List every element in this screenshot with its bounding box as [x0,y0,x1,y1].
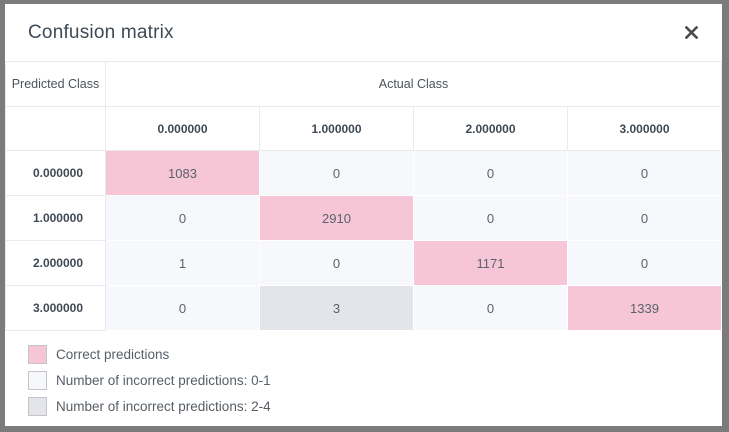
axis-header-row: Predicted Class Actual Class [5,61,722,107]
predicted-class-label: Predicted Class [5,61,106,107]
matrix-cell: 3 [259,285,414,331]
matrix-cell: 0 [259,240,414,286]
matrix-cell: 0 [259,150,414,196]
table-row: 2.000000 1 0 1171 0 [5,240,722,286]
dialog-title: Confusion matrix [28,21,174,43]
matrix-cell: 0 [413,150,568,196]
matrix-cell: 0 [105,285,260,331]
matrix-cell: 0 [567,150,722,196]
close-button[interactable] [682,24,700,42]
row-header-1: 1.000000 [5,195,106,241]
legend-label: Number of incorrect predictions: 2-4 [56,398,271,414]
row-header-2: 2.000000 [5,240,106,286]
confusion-matrix-table: Predicted Class Actual Class 0.000000 1.… [5,61,722,331]
incorrect-mid-swatch-icon [28,396,47,416]
dialog-header: Confusion matrix [5,4,722,61]
matrix-cell: 0 [567,240,722,286]
close-icon [684,26,698,39]
legend-item-incorrect-low: Number of incorrect predictions: 0-1 [28,367,722,393]
matrix-cell: 0 [105,195,260,241]
legend: Correct predictions Number of incorrect … [5,331,722,419]
column-header-0: 0.000000 [105,106,260,151]
corner-blank-cell [5,106,106,151]
legend-label: Number of incorrect predictions: 0-1 [56,372,271,388]
column-header-row: 0.000000 1.000000 2.000000 3.000000 [5,106,722,151]
table-row: 0.000000 1083 0 0 0 [5,150,722,196]
row-header-0: 0.000000 [5,150,106,196]
table-row: 3.000000 0 3 0 1339 [5,285,722,331]
incorrect-low-swatch-icon [28,370,47,390]
column-header-2: 2.000000 [413,106,568,151]
legend-label: Correct predictions [56,346,170,362]
matrix-cell: 0 [413,195,568,241]
row-header-3: 3.000000 [5,285,106,331]
table-row: 1.000000 0 2910 0 0 [5,195,722,241]
matrix-cell: 1083 [105,150,260,196]
correct-swatch-icon [28,344,47,364]
matrix-cell: 0 [413,285,568,331]
matrix-cell: 1 [105,240,260,286]
matrix-cell: 2910 [259,195,414,241]
actual-class-label: Actual Class [105,61,722,107]
legend-item-incorrect-mid: Number of incorrect predictions: 2-4 [28,393,722,419]
column-header-3: 3.000000 [567,106,722,151]
matrix-cell: 0 [567,195,722,241]
column-header-1: 1.000000 [259,106,414,151]
matrix-cell: 1171 [413,240,568,286]
matrix-cell: 1339 [567,285,722,331]
legend-item-correct: Correct predictions [28,341,722,367]
